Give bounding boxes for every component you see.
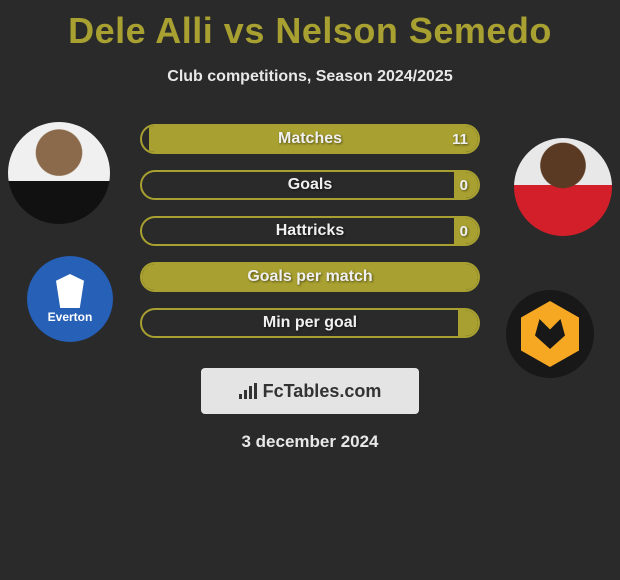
stat-value-right: 0 (460, 223, 468, 240)
club-left-name: Everton (48, 310, 93, 324)
stat-label: Hattricks (276, 222, 344, 240)
stat-label: Min per goal (263, 314, 357, 332)
bar-chart-icon (239, 383, 257, 399)
page-title: Dele Alli vs Nelson Semedo (0, 0, 620, 52)
wolves-badge-icon (506, 290, 594, 378)
date-text: 3 december 2024 (0, 432, 620, 452)
stat-row: Goals per match (140, 262, 480, 292)
player-right-photo (514, 138, 612, 236)
avatar (514, 138, 612, 236)
stat-label: Matches (278, 130, 342, 148)
brand-badge: FcTables.com (201, 368, 419, 414)
stat-label: Goals (288, 176, 332, 194)
stat-label: Goals per match (247, 268, 372, 286)
hexagon-icon (521, 301, 579, 367)
club-left-logo: Everton (27, 256, 113, 342)
stat-row: Goals 0 (140, 170, 480, 200)
stat-row: Hattricks 0 (140, 216, 480, 246)
avatar (8, 122, 110, 224)
subtitle: Club competitions, Season 2024/2025 (0, 68, 620, 86)
stats-list: Matches 11 Goals 0 Hattricks 0 Goals per match… (140, 124, 480, 338)
wolf-head-icon (535, 319, 565, 349)
stat-row: Matches 11 (140, 124, 480, 154)
club-right-logo (506, 290, 594, 378)
stat-fill (458, 310, 478, 336)
stat-value-right: 11 (452, 131, 468, 148)
player-left-photo (8, 122, 110, 224)
comparison-panel: Everton Matches 11 Goals 0 Hattricks 0 Goals p… (0, 124, 620, 338)
everton-badge-icon: Everton (27, 256, 113, 342)
brand-text: FcTables.com (263, 381, 382, 402)
stat-value-right: 0 (460, 177, 468, 194)
stat-row: Min per goal (140, 308, 480, 338)
